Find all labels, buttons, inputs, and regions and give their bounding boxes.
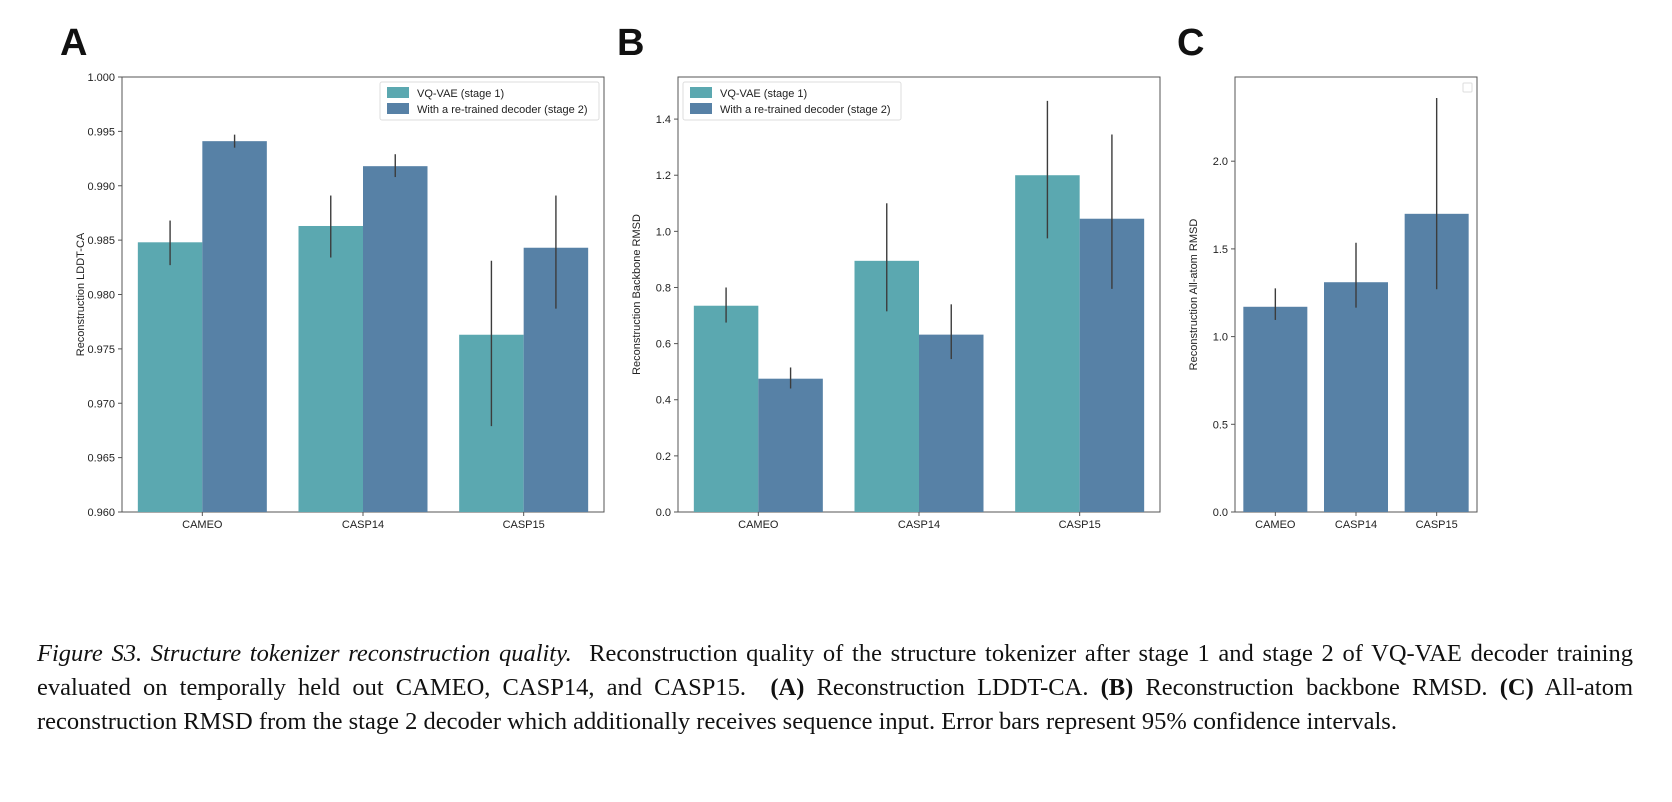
y-tick-label: 1.5: [1213, 244, 1228, 256]
figure-caption: Figure S3. Structure tokenizer reconstru…: [37, 637, 1633, 739]
x-tick-label: CAMEO: [182, 519, 223, 531]
panel-letter: A: [60, 22, 87, 64]
x-tick-label: CAMEO: [1255, 519, 1296, 531]
legend-box: [379, 81, 600, 121]
y-tick-label: 0.0: [656, 507, 671, 519]
y-tick-label: 1.2: [656, 170, 671, 182]
legend-entry: VQ-VAE (stage 1): [720, 88, 807, 100]
y-tick-label: 0.990: [87, 181, 115, 193]
y-tick-label: 2.0: [1213, 156, 1228, 168]
y-axis-label: Reconstruction LDDT-CA: [75, 232, 87, 356]
caption-figure-label: Figure S3.: [37, 640, 143, 667]
x-tick-label: CASP15: [503, 519, 545, 531]
legend-entry: With a re-trained decoder (stage 2): [417, 104, 588, 116]
y-tick-label: 0.6: [656, 339, 671, 351]
bar: [758, 378, 823, 512]
bar: [693, 305, 759, 512]
panel-letter: C: [1177, 22, 1204, 64]
caption-text: Reconstruction quality of the structure …: [37, 640, 1633, 701]
panel-letter: B: [617, 22, 644, 64]
bar: [363, 166, 428, 513]
y-tick-label: 1.4: [656, 114, 671, 126]
x-tick-label: CASP15: [1416, 519, 1458, 531]
y-tick-label: 0.4: [656, 395, 671, 407]
y-tick-label: 1.000: [87, 72, 115, 84]
x-tick-label: CASP15: [1059, 519, 1101, 531]
y-tick-label: 0.995: [87, 126, 115, 138]
legend-swatch: [387, 103, 409, 114]
y-tick-label: 0.970: [87, 398, 115, 410]
caption-text-c: All-atom reconstruction RMSD from the st…: [37, 674, 1634, 735]
bar: [1324, 282, 1388, 512]
y-tick-label: 0.985: [87, 235, 115, 247]
chart-panel-c: C 0.0 0.5 1.0 1.5 2.0 CAMEO CASP14 CASP15 Reconst…: [1177, 22, 1478, 531]
caption-label-c: (C): [1499, 674, 1534, 701]
caption-text-a: Reconstruction LDDT-CA.: [816, 674, 1089, 701]
y-tick-label: 0.975: [87, 344, 115, 356]
caption-label-b: (B): [1100, 674, 1134, 701]
legend-box: [682, 81, 902, 121]
x-tick-label: CASP14: [342, 519, 384, 531]
legend-entry: VQ-VAE (stage 1): [417, 88, 504, 100]
x-tick-label: CASP14: [898, 519, 940, 531]
y-tick-label: 0.960: [87, 507, 115, 519]
bar: [1243, 306, 1308, 512]
legend-swatch: [690, 87, 712, 98]
bar: [137, 242, 203, 513]
legend-box: [1462, 82, 1473, 93]
caption-title: Structure tokenizer reconstruction quali…: [150, 640, 572, 667]
bar: [919, 334, 984, 512]
legend-swatch: [690, 103, 712, 114]
y-tick-label: 0.0: [1213, 507, 1228, 519]
y-tick-label: 0.5: [1213, 419, 1228, 431]
y-tick-label: 0.8: [656, 282, 671, 294]
legend: VQ-VAE (stage 1) With a re-trained decode…: [379, 81, 600, 121]
caption-label-a: (A): [770, 674, 805, 701]
figure: A 0.960 0.965 0.970 0.975 0.980 0.985 0.990 0.99…: [60, 22, 1478, 531]
y-tick-label: 1.0: [1213, 332, 1228, 344]
y-axis-label: Reconstruction Backbone RMSD: [631, 214, 643, 375]
legend: VQ-VAE (stage 1) With a re-trained decode…: [682, 81, 902, 121]
bar: [202, 141, 267, 512]
y-tick-label: 0.980: [87, 290, 115, 302]
caption-text-b: Reconstruction backbone RMSD.: [1145, 674, 1488, 701]
bar: [298, 225, 363, 513]
y-tick-label: 1.0: [656, 226, 671, 238]
x-tick-label: CASP14: [1335, 519, 1377, 531]
y-tick-label: 0.965: [87, 453, 115, 465]
legend-entry: With a re-trained decoder (stage 2): [720, 104, 891, 116]
y-tick-label: 0.2: [656, 451, 671, 463]
y-axis-label: Reconstruction All-atom RMSD: [1188, 219, 1200, 371]
chart-panel-a: A 0.960 0.965 0.970 0.975 0.980 0.985 0.990 0.99…: [60, 22, 605, 531]
x-tick-label: CAMEO: [738, 519, 779, 531]
chart-panel-b: B 0.0 0.2 0.4 0.6 0.8 1.0 1.2 1.4 CAMEO CASP14 CASP…: [617, 22, 1161, 531]
legend-swatch: [387, 87, 409, 98]
